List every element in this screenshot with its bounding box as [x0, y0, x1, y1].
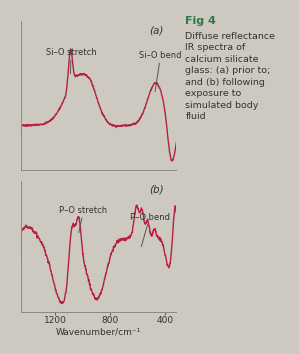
Text: P–O stretch: P–O stretch: [60, 206, 108, 233]
Text: Fig 4: Fig 4: [185, 16, 216, 26]
X-axis label: Wavenumber/cm⁻¹: Wavenumber/cm⁻¹: [56, 327, 141, 336]
Text: P–O bend: P–O bend: [130, 213, 170, 246]
Text: Diffuse reflectance
IR spectra of
calcium silicate
glass: (a) prior to;
and (b) : Diffuse reflectance IR spectra of calciu…: [185, 32, 275, 121]
Text: Si–O stretch: Si–O stretch: [46, 48, 96, 74]
Text: (a): (a): [150, 26, 164, 36]
Text: Si–O bend: Si–O bend: [139, 51, 182, 92]
Text: (b): (b): [149, 184, 164, 194]
